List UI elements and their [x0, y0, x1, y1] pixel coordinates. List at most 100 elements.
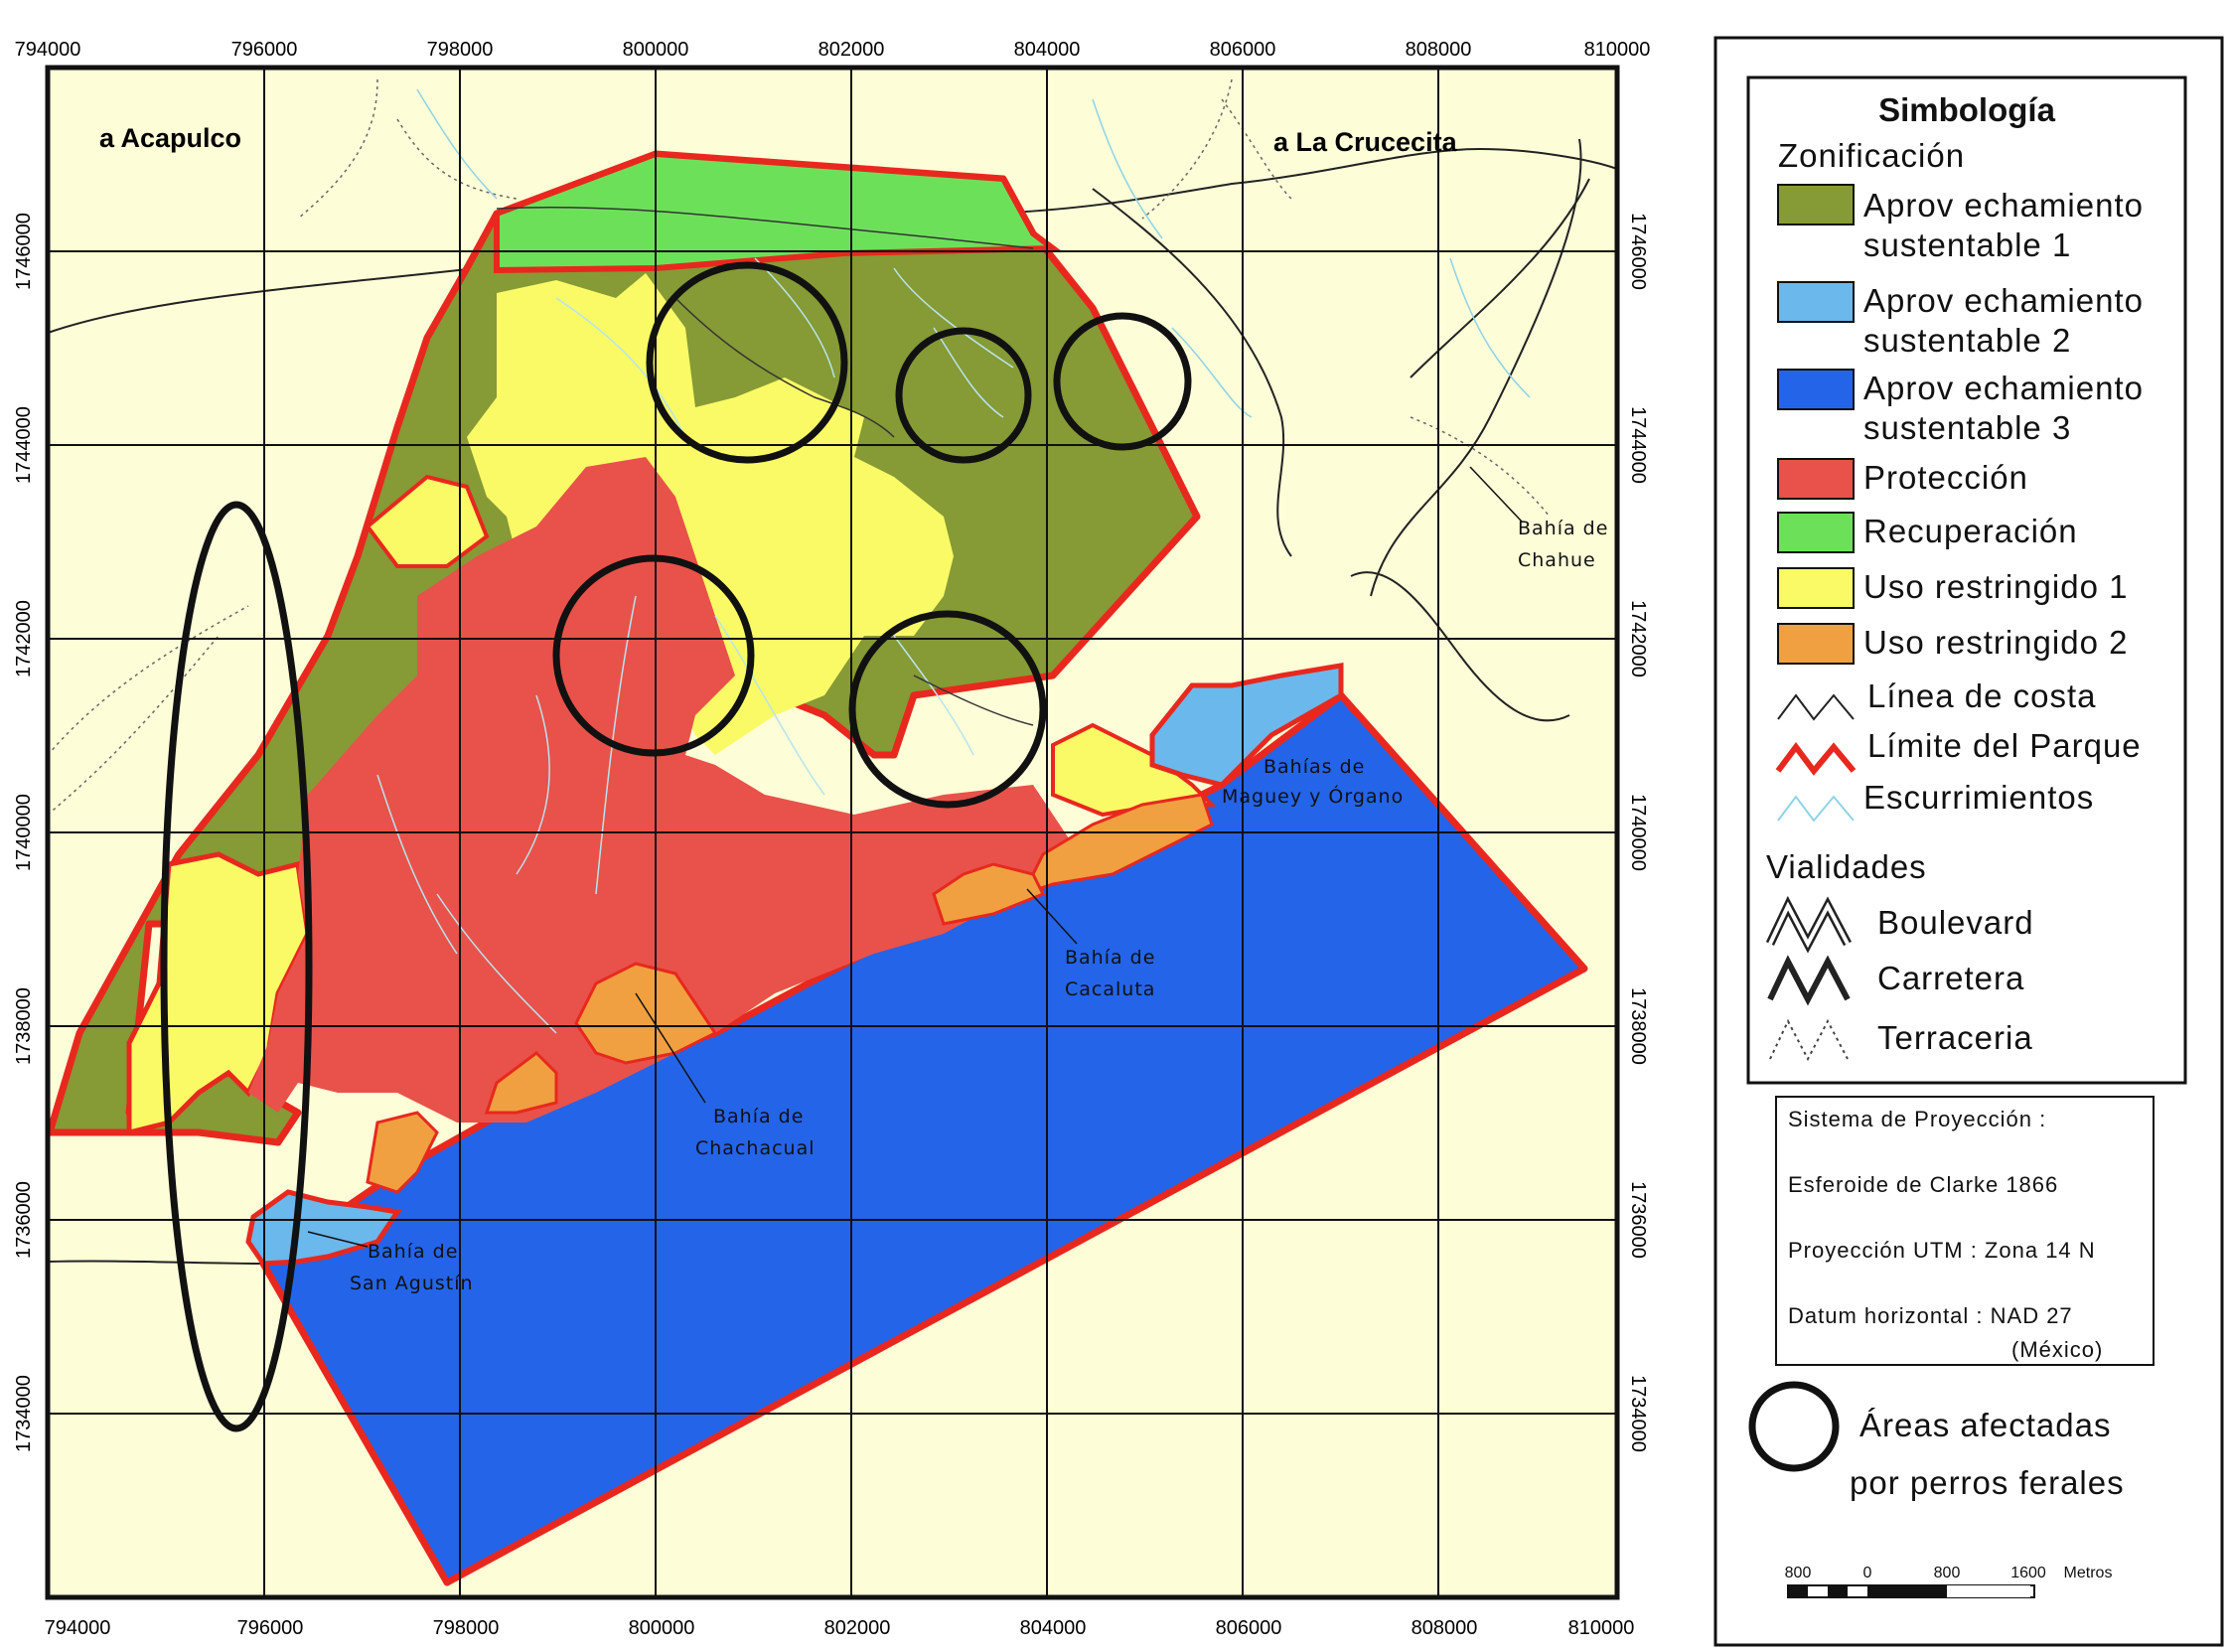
dirt-roads: [47, 78, 1551, 816]
y-tick-label: 1734000: [13, 1375, 35, 1452]
svg-text:Carretera: Carretera: [1877, 960, 2024, 996]
place-san-agustin-line1: Bahía de: [368, 1241, 458, 1263]
coastline-line-icon: [1777, 693, 1855, 721]
svg-text:Aprov echamiento: Aprov echamiento: [1863, 370, 2144, 406]
x-tick-label: 798000: [433, 1617, 500, 1639]
x-tick-label: 806000: [1210, 39, 1276, 61]
x-tick-label: 804000: [1020, 1617, 1087, 1639]
svg-text:sustentable 3: sustentable 3: [1863, 409, 2071, 446]
y-tick-label: 1736000: [1627, 1181, 1649, 1259]
affected-area-ellipse: [160, 501, 313, 1432]
affected-area-circle: [1053, 312, 1192, 451]
zone-sustentable-2-maguey: [1149, 663, 1344, 788]
label-to-acapulco: a Acapulco: [99, 123, 241, 153]
place-chahue-line2: Chahue: [1518, 549, 1596, 571]
background-roads: [47, 138, 1618, 1265]
place-leaders: [307, 466, 1523, 1248]
zone-restringido-1-nw: [365, 474, 490, 568]
y-tick-label: 1738000: [13, 987, 35, 1065]
dirt-road-line-icon: [1769, 1018, 1849, 1062]
park-roads: [496, 206, 1034, 726]
y-ticks-right: 1746000 1744000 1742000 1740000 1738000 …: [1627, 213, 1649, 1452]
place-cacaluta-line1: Bahía de: [1065, 947, 1155, 969]
legend-dirt-road: Terraceria: [1769, 1018, 2033, 1062]
map-grid: [48, 68, 1617, 1597]
zone-restringido-1-east: [1051, 722, 1217, 818]
affected-area-circle: [895, 327, 1032, 464]
affected-areas: [160, 261, 1192, 1432]
y-tick-label: 1734000: [1627, 1375, 1649, 1452]
y-tick-label: 1736000: [13, 1181, 35, 1259]
legend-boulevard: Boulevard: [1765, 895, 2034, 954]
y-tick-label: 1742000: [13, 600, 35, 677]
x-ticks-top: 794000 796000 798000 800000 802000 80400…: [15, 39, 1651, 61]
x-tick-label: 794000: [45, 1617, 111, 1639]
svg-text:Aprov echamiento: Aprov echamiento: [1863, 187, 2144, 224]
legend-park-boundary: Límite del Parque: [1775, 727, 2142, 776]
y-tick-label: 1742000: [1627, 600, 1649, 677]
y-tick-label: 1744000: [13, 406, 35, 484]
legend-zone-proteccion: Protección: [1777, 458, 2028, 500]
svg-text:Aprov echamiento: Aprov echamiento: [1863, 282, 2144, 319]
zone-restringido-1-center: [467, 273, 954, 755]
affected-legend-line1: Áreas afectadas: [1859, 1407, 2111, 1443]
place-maguey-line2: Maguey y Órgano: [1222, 784, 1404, 808]
scale-label: 1600: [2010, 1565, 2046, 1581]
scale-label: 0: [1863, 1565, 1872, 1581]
svg-text:Protección: Protección: [1863, 459, 2028, 496]
projection-utm: Proyección UTM : Zona 14 N: [1788, 1238, 2096, 1263]
place-labels: Bahía de Chahue Bahías de Maguey y Órgan…: [350, 518, 1607, 1294]
projection-spheroid: Esferoide de Clarke 1866: [1788, 1172, 2058, 1197]
scale-label: 800: [1934, 1565, 1961, 1581]
svg-text:Terraceria: Terraceria: [1877, 1019, 2033, 1056]
svg-text:Recuperación: Recuperación: [1863, 513, 2078, 549]
x-tick-label: 800000: [629, 1617, 695, 1639]
legend-highway: Carretera: [1767, 955, 2024, 1006]
x-tick-label: 802000: [824, 1617, 891, 1639]
affected-area-circle: [552, 554, 755, 757]
svg-text:Boulevard: Boulevard: [1877, 904, 2034, 941]
park-boundary-line-icon: [1775, 742, 1857, 776]
affected-area-circle: [848, 610, 1047, 809]
legend-title: Simbología: [1878, 91, 2055, 128]
place-cacaluta-line2: Cacaluta: [1065, 978, 1155, 1000]
zone-proteccion: [248, 457, 1073, 1123]
projection-datum-region: (México): [2011, 1337, 2103, 1362]
legend-zone-restringido-2: Uso restringido 2: [1777, 623, 2128, 665]
legend-zone-restringido-1: Uso restringido 1: [1777, 567, 2127, 609]
label-to-la-crucecita: a La Crucecita: [1273, 127, 1458, 157]
y-tick-label: 1744000: [1627, 406, 1649, 484]
map-frame: [45, 65, 1620, 1600]
legend-zone-sustentable-1: Aprov echamiento sustentable 1: [1777, 184, 2144, 263]
y-ticks-left: 1746000 1744000 1742000 1740000 1738000 …: [13, 213, 35, 1452]
scale-label: 800: [1785, 1565, 1812, 1581]
y-tick-label: 1746000: [13, 213, 35, 290]
legend-zoning-header: Zonificación: [1778, 137, 1965, 174]
projection-datum: Datum horizontal : NAD 27: [1788, 1303, 2073, 1328]
x-tick-label: 796000: [231, 39, 298, 61]
legend-runoff: Escurrimientos: [1777, 779, 2093, 823]
x-tick-label: 808000: [1412, 1617, 1478, 1639]
x-tick-label: 796000: [237, 1617, 304, 1639]
place-chachacual-line2: Chachacual: [695, 1137, 816, 1159]
y-tick-label: 1746000: [1627, 213, 1649, 290]
svg-text:Línea de costa: Línea de costa: [1867, 677, 2097, 714]
x-tick-label: 800000: [623, 39, 689, 61]
legend-zone-sustentable-3: Aprov echamiento sustentable 3: [1777, 369, 2144, 446]
x-tick-label: 810000: [1584, 39, 1651, 61]
y-tick-label: 1740000: [13, 794, 35, 871]
affected-area-circle: [646, 261, 848, 464]
zone-restringido-2: [366, 793, 1214, 1194]
x-tick-label: 810000: [1568, 1617, 1635, 1639]
x-tick-label: 798000: [427, 39, 494, 61]
svg-text:Uso restringido 2: Uso restringido 2: [1863, 624, 2128, 661]
projection-box: [1775, 1096, 2155, 1366]
legend-zone-sustentable-2: Aprov echamiento sustentable 2: [1777, 281, 2144, 359]
x-tick-label: 794000: [15, 39, 81, 61]
legend-zone-recuperacion: Recuperación: [1777, 512, 2078, 553]
affected-areas-legend-circle: [1748, 1381, 1840, 1472]
affected-legend-line2: por perros ferales: [1850, 1464, 2125, 1501]
projection-title: Sistema de Proyección :: [1788, 1107, 2046, 1131]
svg-text:Límite del Parque: Límite del Parque: [1867, 727, 2142, 764]
